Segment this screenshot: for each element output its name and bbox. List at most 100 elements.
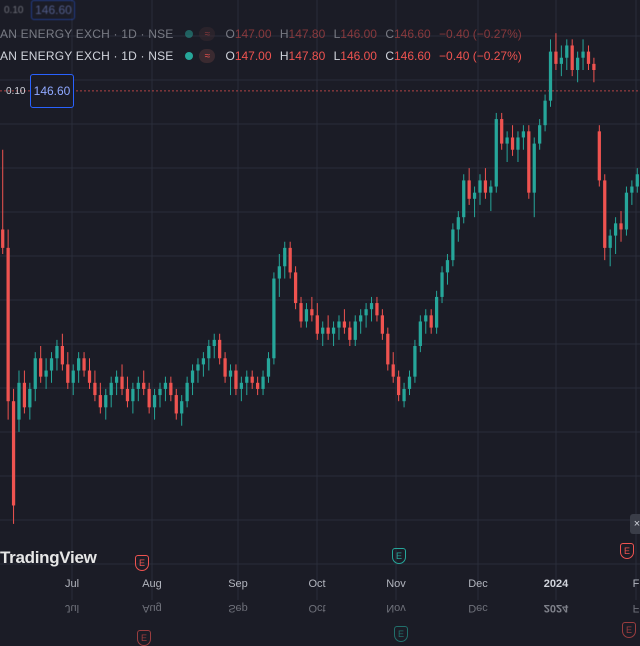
- candle-body: [163, 382, 168, 389]
- candle-body: [174, 395, 178, 414]
- candle-body: [60, 346, 64, 365]
- current-price-tag[interactable]: 146.60: [30, 74, 74, 108]
- earnings-event-icon[interactable]: E: [392, 548, 406, 564]
- candle-body: [527, 131, 531, 193]
- earnings-event-icon[interactable]: E: [620, 543, 634, 559]
- candle-body: [635, 174, 639, 187]
- candle-body: [223, 358, 227, 377]
- candle-body: [17, 382, 21, 420]
- candle-body: [424, 315, 428, 322]
- candle-body: [207, 346, 211, 359]
- x-axis-label: Aug: [142, 578, 162, 590]
- candle-body: [440, 272, 444, 297]
- candle-body: [120, 376, 124, 389]
- candle-body: [277, 266, 281, 279]
- candle-body: [98, 395, 102, 408]
- candle-body: [364, 309, 368, 316]
- candle-body: [402, 388, 406, 402]
- candle-body: [608, 235, 612, 248]
- open-label: O: [225, 49, 235, 63]
- candle-body: [93, 382, 97, 396]
- candle-body: [451, 229, 455, 261]
- candle-body: [391, 364, 395, 377]
- candle-body: [82, 358, 86, 371]
- candle-body: [131, 388, 135, 402]
- candle-body: [212, 339, 216, 346]
- candle-body: [190, 370, 195, 383]
- ohlc-values: O147.00 H147.80 L146.00 C146.60 −0.40 (−…: [225, 49, 526, 63]
- candle-body: [33, 358, 37, 389]
- header-ghost-legend: AN ENERGY EXCH · 1D · NSE ≈ O147.00 H147…: [0, 24, 527, 44]
- candle-body: [337, 321, 341, 328]
- close-label: C: [385, 49, 394, 63]
- candle-body: [603, 180, 607, 248]
- candle-body: [369, 303, 374, 310]
- candle-body: [315, 315, 319, 334]
- candle-body: [55, 346, 59, 359]
- legend-row[interactable]: AN ENERGY EXCH · 1D · NSE ≈ O147.00 H147…: [0, 46, 527, 66]
- candle-body: [624, 192, 629, 230]
- x-axis-label: Sep: [228, 578, 248, 590]
- x-axis-label-reflection: 2024: [543, 602, 569, 614]
- candle-body: [299, 303, 303, 322]
- candle-body: [445, 260, 450, 273]
- candle-body: [467, 180, 471, 199]
- candle-body: [532, 143, 536, 193]
- x-axis-label-reflection: F: [632, 602, 640, 614]
- candle-body: [510, 137, 515, 150]
- candle-body: [256, 382, 260, 389]
- ghost-status-dot: [185, 30, 194, 38]
- candle-body: [293, 272, 298, 304]
- wave-icon[interactable]: ≈: [199, 49, 216, 63]
- x-axis-label: Jul: [64, 578, 80, 590]
- low-label: L: [333, 49, 341, 63]
- candle-body: [543, 100, 547, 126]
- x-axis-label-reflection: Dec: [468, 602, 488, 614]
- candle-body: [359, 315, 363, 322]
- symbol-label[interactable]: AN ENERGY EXCH · 1D · NSE: [0, 49, 174, 63]
- candle-body: [516, 137, 520, 150]
- tradingview-logo[interactable]: TradingView: [0, 548, 97, 567]
- left-tick-label: 0.10: [6, 86, 26, 97]
- candle-body: [104, 395, 108, 408]
- candle-body: [152, 395, 157, 408]
- candle-body: [521, 131, 526, 138]
- candle-body: [538, 125, 542, 144]
- candle-body: [185, 382, 189, 402]
- candle-body: [288, 247, 292, 273]
- candle-body: [218, 339, 222, 359]
- candle-body: [136, 382, 140, 389]
- ghost-ohlc: O147.00 H147.80 L146.00 C146.60 −0.40 (−…: [225, 27, 522, 41]
- candle-body: [158, 388, 162, 396]
- candle-body: [478, 180, 482, 193]
- candle-body: [386, 333, 390, 365]
- candle-body: [576, 57, 580, 70]
- candle-body: [472, 192, 477, 199]
- x-axis-label-reflection: Oct: [308, 602, 326, 614]
- candle-body: [462, 180, 466, 218]
- candle-body: [6, 247, 10, 402]
- candle-body: [613, 223, 618, 236]
- x-axis-label-reflection: Sep: [228, 602, 248, 614]
- x-axis-label: Oct: [308, 578, 326, 590]
- close-icon[interactable]: ×: [630, 514, 640, 534]
- candle-body: [1, 229, 5, 248]
- candle-body: [71, 370, 75, 383]
- candle-body: [554, 51, 558, 64]
- candle-body: [548, 51, 553, 101]
- candle-body: [565, 45, 569, 58]
- candle-body: [489, 186, 493, 193]
- earnings-event-icon: E: [622, 622, 636, 638]
- candle-body: [39, 358, 43, 377]
- candle-body: [49, 358, 54, 371]
- ghost-left-tick: 0.10: [4, 4, 24, 16]
- earnings-event-icon[interactable]: E: [135, 555, 149, 571]
- candle-body: [456, 217, 460, 230]
- candle-body: [228, 370, 233, 377]
- candle-body: [326, 327, 330, 334]
- candle-body: [586, 51, 591, 64]
- candle-body: [434, 296, 439, 328]
- candle-body: [245, 376, 249, 383]
- candle-body: [380, 315, 384, 334]
